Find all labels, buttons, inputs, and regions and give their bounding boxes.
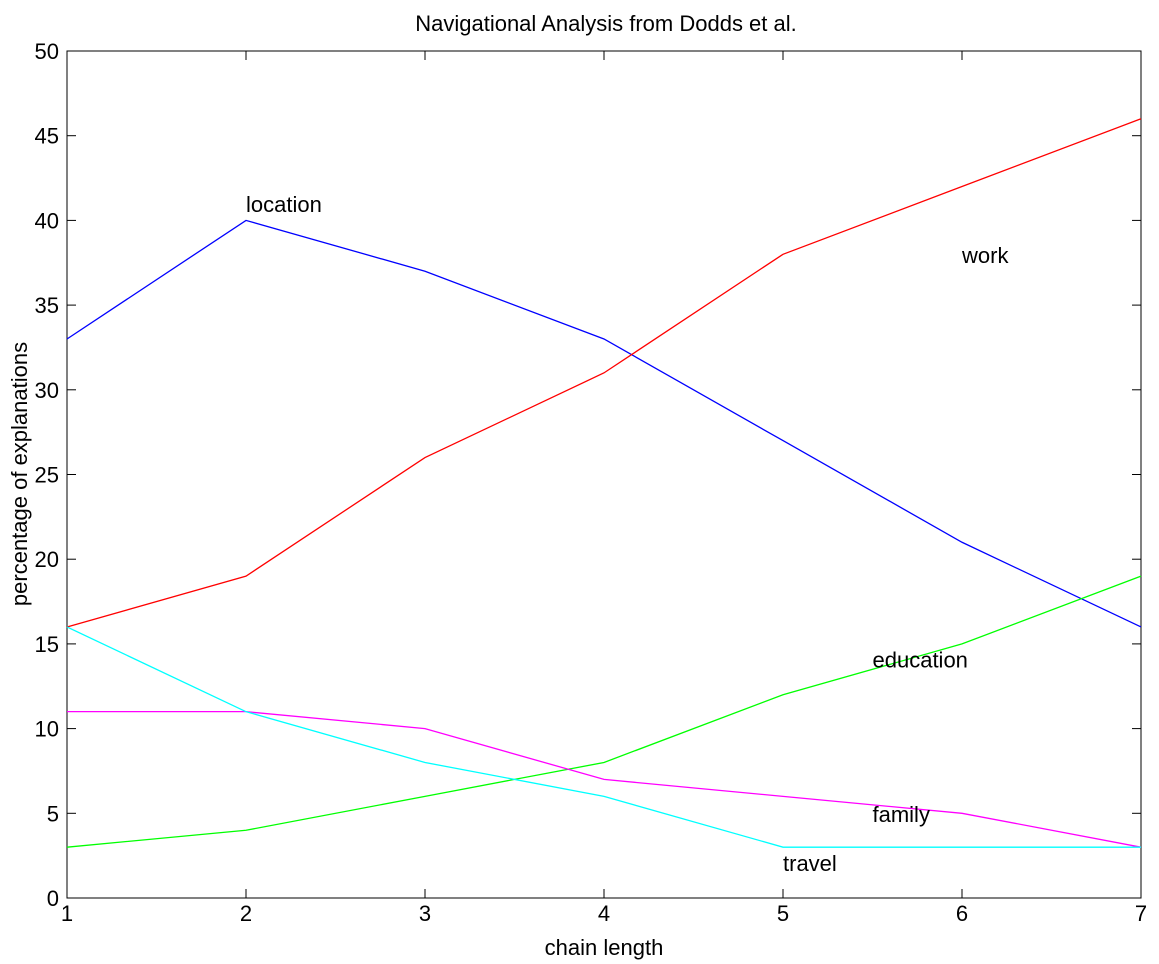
annotation-family: family xyxy=(873,802,930,827)
chart-title: Navigational Analysis from Dodds et al. xyxy=(415,11,797,36)
x-tick-label: 4 xyxy=(598,901,610,926)
y-tick-label: 20 xyxy=(35,547,59,572)
series-line-family xyxy=(67,711,1142,848)
y-tick-label: 30 xyxy=(35,378,59,403)
axis-ticks xyxy=(66,50,1142,899)
x-tick-label: 1 xyxy=(61,901,73,926)
x-tick-label: 3 xyxy=(419,901,431,926)
annotation-location: location xyxy=(246,192,322,217)
series-line-location xyxy=(66,219,1142,628)
annotation-work: work xyxy=(961,243,1009,268)
y-axis-label: percentage of explanations xyxy=(7,342,32,606)
y-tick-label: 45 xyxy=(35,124,59,149)
y-tick-label: 15 xyxy=(35,632,59,657)
y-tick-label: 25 xyxy=(35,463,59,488)
series-line-travel xyxy=(66,626,1141,848)
x-tick-label: 5 xyxy=(777,901,789,926)
y-tick-label: 0 xyxy=(47,886,59,911)
annotation-travel: travel xyxy=(783,851,837,876)
annotation-education: education xyxy=(873,648,968,673)
series-annotations: location work education family travel xyxy=(246,192,1009,876)
y-tick-label: 35 xyxy=(35,293,59,318)
series-line-education xyxy=(66,575,1142,848)
x-tick-label: 2 xyxy=(240,901,252,926)
series-lines xyxy=(66,118,1142,848)
y-tick-label: 10 xyxy=(35,717,59,742)
x-tick-label: 6 xyxy=(956,901,968,926)
x-axis-label: chain length xyxy=(545,935,664,960)
y-tick-label: 5 xyxy=(47,801,59,826)
y-tick-label: 40 xyxy=(35,208,59,233)
series-line-work xyxy=(66,118,1142,628)
y-tick-label: 50 xyxy=(35,39,59,64)
x-tick-label: 7 xyxy=(1135,901,1147,926)
plot-frame xyxy=(66,50,1142,899)
